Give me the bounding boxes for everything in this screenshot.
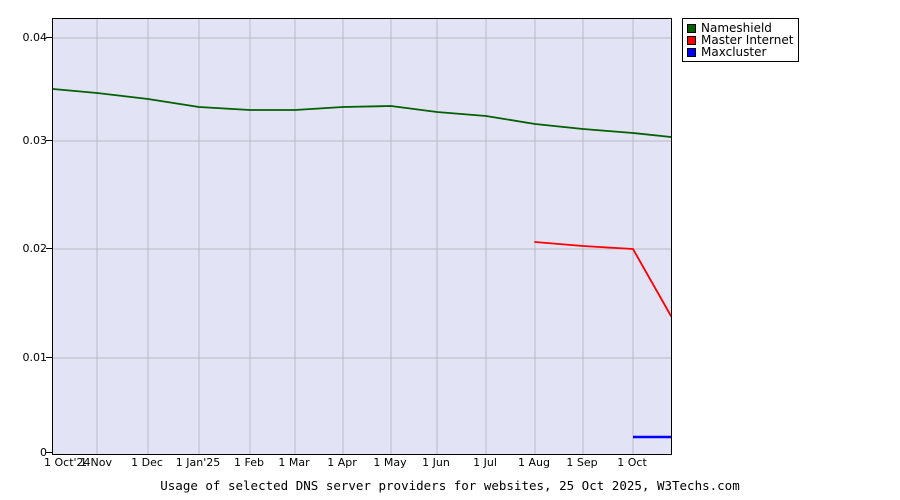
x-tick-label-1-aug: 1 Aug: [518, 456, 550, 469]
y-tick-label-0.04: 0.04: [22, 31, 48, 44]
x-tick-label-1-jun: 1 Jun: [422, 456, 450, 469]
y-tick-label-0: 0: [40, 446, 47, 459]
y-tick-label-0.03: 0.03: [22, 134, 48, 147]
y-tick-mark-0.04: [46, 37, 53, 38]
series-line-master-internet: [534, 241, 671, 317]
y-axis: 0.04 0.03 0.02 0.01 0: [0, 0, 53, 500]
legend-label-maxcluster: Maxcluster: [701, 45, 767, 59]
legend-item-nameshield: Nameshield: [687, 22, 793, 34]
series-line-nameshield: [53, 88, 671, 138]
x-tick-label-1-oct: 1 Oct: [617, 456, 647, 469]
y-tick-label-0.02: 0.02: [22, 242, 48, 255]
x-tick-label-1-mar: 1 Mar: [278, 456, 310, 469]
legend-swatch-icon-nameshield: [687, 23, 696, 33]
x-tick-label-1-sep: 1 Sep: [566, 456, 598, 469]
y-tick-label-0.01: 0.01: [22, 351, 48, 364]
y-tick-mark-0.01: [46, 357, 53, 358]
x-tick-label-1-nov: 1 Nov: [80, 456, 112, 469]
x-tick-label-1-oct-24: 1 Oct'24: [44, 456, 91, 469]
gridlines-horizontal: [53, 37, 671, 359]
legend-item-master-internet: Master Internet: [687, 34, 793, 46]
x-tick-label-1-apr: 1 Apr: [327, 456, 357, 469]
x-tick-label-1-jul: 1 Jul: [473, 456, 497, 469]
legend-swatch-icon-master-internet: [687, 35, 696, 45]
plot-canvas: [53, 19, 671, 454]
y-tick-mark-0.03: [46, 140, 53, 141]
x-tick-label-1-may: 1 May: [373, 456, 407, 469]
legend-label-master-internet: Master Internet: [701, 33, 794, 47]
legend-label-nameshield: Nameshield: [701, 21, 772, 35]
x-tick-label-1-jan-25: 1 Jan'25: [175, 456, 221, 469]
plot-area: [52, 18, 672, 455]
chart-caption: Usage of selected DNS server providers f…: [160, 478, 740, 493]
y-tick-mark-0.02: [46, 248, 53, 249]
gridlines-vertical: [96, 19, 634, 454]
y-tick-mark-0: [46, 452, 53, 453]
x-tick-label-1-feb: 1 Feb: [234, 456, 264, 469]
chart-legend: Nameshield Master Internet Maxcluster: [682, 18, 800, 62]
legend-item-maxcluster: Maxcluster: [687, 46, 793, 58]
legend-swatch-icon-maxcluster: [687, 47, 696, 57]
x-tick-label-1-dec: 1 Dec: [131, 456, 163, 469]
